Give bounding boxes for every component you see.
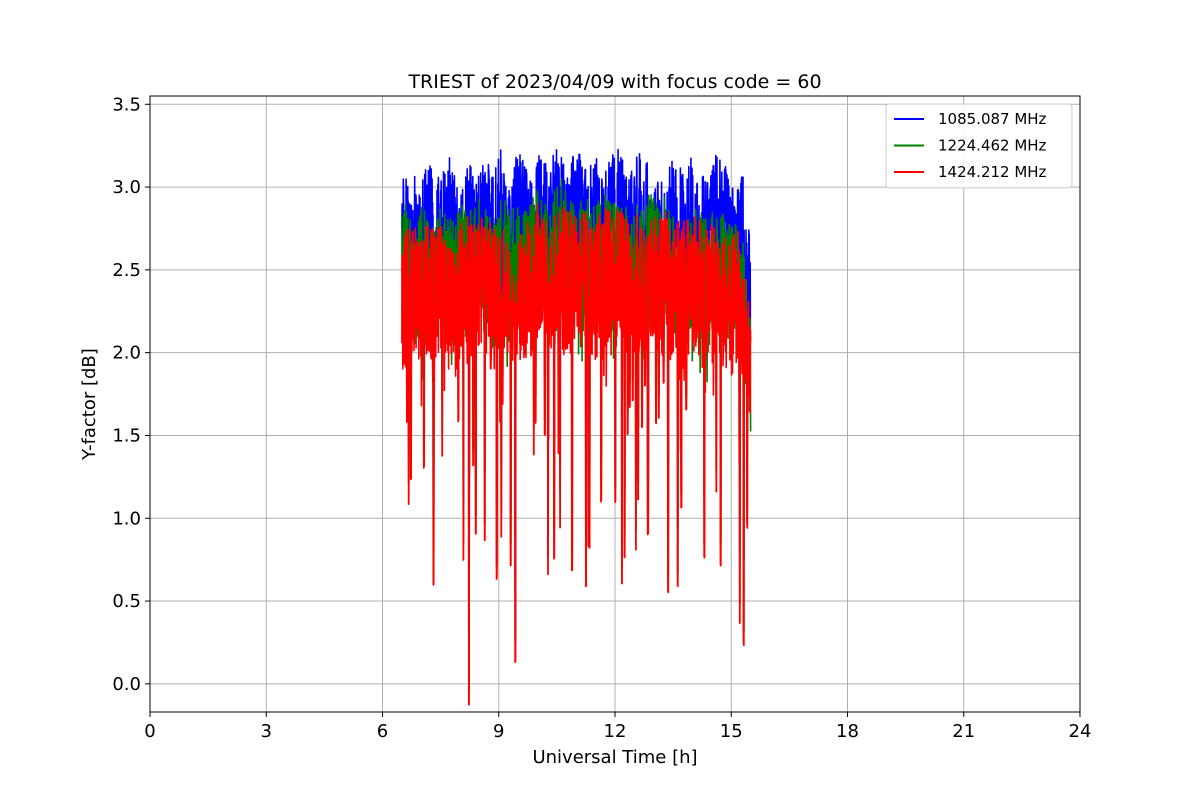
x-tick-label: 21: [952, 721, 975, 742]
y-tick-label: 1.0: [112, 508, 141, 529]
y-tick-label: 3.0: [112, 177, 141, 198]
x-axis-label: Universal Time [h]: [532, 747, 697, 768]
y-tick-label: 0.0: [112, 674, 141, 695]
x-tick-label: 9: [493, 721, 504, 742]
y-tick-label: 1.5: [112, 425, 141, 446]
legend: 1085.087 MHz 1224.462 MHz 1424.212 MHz: [885, 103, 1073, 189]
x-tick-label: 18: [836, 721, 859, 742]
tick-layer: 0 3 6 9 12 15 18 21 24 0.0 0.5 1.0 1.5 2.0 2.5 3.0 3.5: [112, 94, 1091, 742]
chart-title: TRIEST of 2023/04/09 with focus code = 6…: [407, 71, 821, 93]
x-tick-label: 15: [720, 721, 743, 742]
legend-label: 1224.462 MHz: [938, 137, 1047, 155]
x-tick-label: 12: [604, 721, 627, 742]
x-tick-label: 0: [144, 721, 155, 742]
y-tick-label: 0.5: [112, 591, 141, 612]
x-tick-label: 3: [261, 721, 272, 742]
legend-label: 1424.212 MHz: [938, 163, 1047, 181]
x-tick-label: 24: [1069, 721, 1092, 742]
y-tick-label: 2.5: [112, 260, 141, 281]
y-axis-label: Y-factor [dB]: [79, 348, 100, 461]
series-line-3: [401, 203, 752, 706]
x-tick-label: 6: [377, 721, 388, 742]
y-tick-label: 2.0: [112, 343, 141, 364]
legend-box: [885, 103, 1073, 189]
y-tick-label: 3.5: [112, 94, 141, 115]
legend-label: 1085.087 MHz: [938, 110, 1047, 128]
data-layer: [401, 148, 752, 706]
